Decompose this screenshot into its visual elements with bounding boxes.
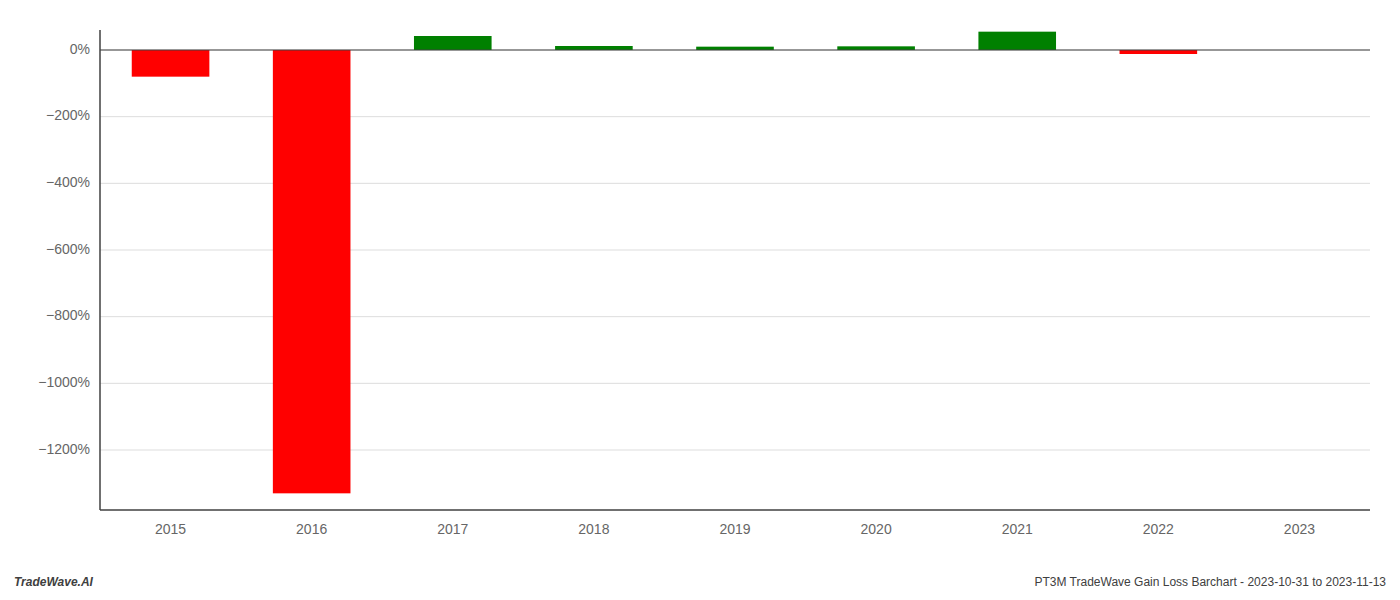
x-tick-label: 2018 xyxy=(578,521,609,537)
x-tick-label: 2016 xyxy=(296,521,327,537)
x-axis-ticks: 2015 2016 2017 2018 2019 2020 2021 2022 2023 xyxy=(155,521,1315,537)
y-tick-label: −1200% xyxy=(38,441,90,457)
background xyxy=(0,0,1400,600)
y-tick-label: −400% xyxy=(46,174,90,190)
bar xyxy=(273,50,351,493)
footer-right: PT3M TradeWave Gain Loss Barchart - 2023… xyxy=(1034,575,1386,589)
chart: 0%−200%−400%−600%−800%−1000%−1200%201520… xyxy=(0,0,1400,600)
x-tick-label: 2022 xyxy=(1143,521,1174,537)
y-axis-line xyxy=(99,30,101,510)
bar xyxy=(414,36,492,50)
y-tick-label: 0% xyxy=(70,41,90,57)
bar xyxy=(555,46,633,50)
y-tick-label: −600% xyxy=(46,241,90,257)
y-axis-ticks: 0% −200% −400% −600% −800% −1000% −1200% xyxy=(38,41,90,457)
y-tick-label: −1000% xyxy=(38,374,90,390)
x-tick-label: 2021 xyxy=(1002,521,1033,537)
zero-line xyxy=(100,50,1370,51)
x-tick-label: 2023 xyxy=(1284,521,1315,537)
footer-left: TradeWave.AI xyxy=(14,575,94,589)
x-tick-label: 2017 xyxy=(437,521,468,537)
x-tick-label: 2019 xyxy=(719,521,750,537)
grid-line xyxy=(100,50,1370,51)
bar xyxy=(132,50,210,77)
bars xyxy=(132,32,1197,494)
bar xyxy=(837,46,915,50)
y-tick-label: −800% xyxy=(46,307,90,323)
x-axis-line xyxy=(100,509,1370,511)
x-tick-label: 2020 xyxy=(861,521,892,537)
chart-container: 0%−200%−400%−600%−800%−1000%−1200%201520… xyxy=(0,0,1400,600)
x-tick-label: 2015 xyxy=(155,521,186,537)
bar xyxy=(1120,50,1198,54)
y-tick-label: −200% xyxy=(46,107,90,123)
bar xyxy=(978,32,1056,50)
